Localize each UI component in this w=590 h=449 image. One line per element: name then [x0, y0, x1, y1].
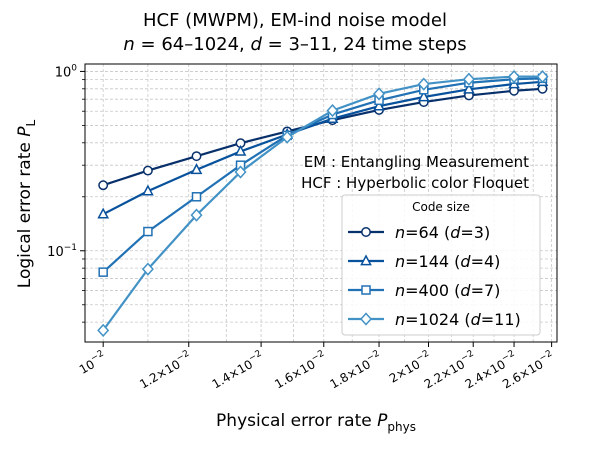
subtitle-d: d [251, 34, 263, 55]
data-point-144 [142, 184, 154, 196]
subtitle-part2: = 64–1024, [135, 34, 251, 55]
data-point-144 [234, 144, 247, 156]
annotation-em: EM : Entangling Measurement [304, 153, 529, 171]
y-axis-subscript: L [24, 119, 38, 126]
x-tick-label: 1.8×10−2 [327, 349, 385, 392]
x-axis-label-text: Physical error rate [216, 411, 372, 431]
y-tick-label: 100 [55, 63, 78, 80]
legend-label: n=144 (d=4) [395, 252, 500, 271]
data-point-1024 [536, 70, 549, 84]
plot-frame [84, 63, 558, 343]
legend-entry-144: n=144 (d=4) [348, 252, 500, 271]
legend-entry-64: n=64 (d=3) [348, 223, 490, 242]
data-point-1024 [190, 208, 203, 222]
data-point-64 [98, 180, 109, 191]
data-point-144 [97, 207, 110, 219]
legend-marker [359, 312, 373, 326]
x-tick-label: 10−2 [76, 349, 109, 377]
x-tick-label: 1.4×10−2 [209, 349, 267, 392]
legend-marker [361, 227, 371, 237]
series-1024 [97, 70, 549, 337]
x-tick-label: 1.6×10−2 [271, 349, 329, 392]
data-point-1024 [141, 262, 154, 276]
data-point-400 [98, 267, 108, 277]
y-axis-label: Logical error rate PL [15, 119, 38, 288]
legend-entry-400: n=400 (d=7) [348, 281, 500, 300]
legend-label: n=1024 (d=11) [395, 310, 521, 329]
legend-label: n=400 (d=7) [395, 281, 500, 300]
x-axis-symbol: P [377, 411, 388, 431]
x-axis-label: Physical error rate Pphys [216, 411, 416, 434]
subtitle-part4: = 3–11, 24 time steps [262, 34, 467, 55]
legend-title: Code size [412, 200, 470, 214]
data-point-144 [373, 99, 385, 111]
series-line-144 [102, 80, 543, 216]
data-point-400 [191, 192, 202, 202]
data-point-1024 [281, 130, 294, 144]
data-point-400 [143, 226, 153, 237]
data-point-1024 [326, 103, 339, 118]
x-tick-label: 1.2×10−2 [136, 349, 194, 392]
data-point-64 [142, 165, 153, 176]
series-layer [97, 70, 549, 337]
data-point-144 [417, 90, 430, 102]
data-point-1024 [373, 87, 386, 101]
legend-label: n=64 (d=3) [395, 223, 490, 242]
data-point-1024 [97, 323, 110, 337]
data-point-1024 [462, 72, 475, 86]
data-point-1024 [508, 70, 521, 84]
y-axis-symbol: P [15, 126, 35, 137]
chart-title: HCF (MWPM), EM-ind noise model [143, 10, 447, 31]
legend-marker [361, 285, 371, 295]
y-tick-label: 10−1 [47, 243, 77, 260]
legend-box [341, 194, 541, 336]
data-point-1024 [417, 77, 430, 91]
y-axis-label-text: Logical error rate [15, 142, 35, 288]
annotation-hcf: HCF : Hyperbolic color Floquet [301, 174, 529, 192]
subtitle-n: n [123, 34, 134, 55]
legend-entries: n=64 (d=3) n=144 (d=4) n=400 (d=7) n=1024 (… [348, 223, 521, 329]
data-point-144 [463, 82, 475, 94]
data-point-144 [190, 163, 203, 175]
legend: Code size n=64 (d=3) n=144 (d=4) n=400 (d=… [341, 194, 541, 336]
x-axis-subscript: phys [387, 420, 416, 434]
data-point-64 [191, 151, 202, 162]
data-point-1024 [234, 165, 247, 179]
chart-subtitle: n = 64–1024, d = 3–11, 24 time steps [123, 34, 466, 55]
legend-marker [360, 254, 372, 266]
legend-entry-1024: n=1024 (d=11) [348, 310, 521, 329]
